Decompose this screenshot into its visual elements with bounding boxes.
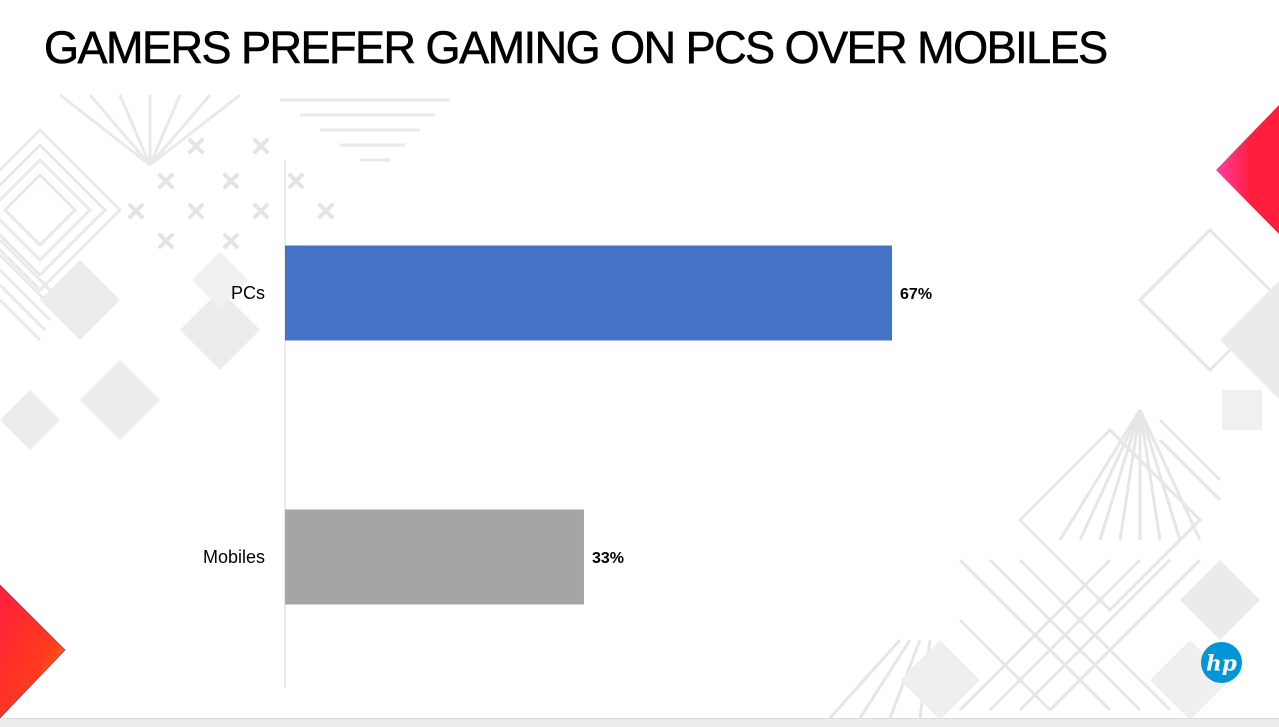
bar-pcs (285, 245, 893, 341)
bottom-bar (0, 718, 1279, 727)
pattern-x-marks (128, 138, 334, 249)
pattern-top-left (0, 93, 450, 342)
accent-triangle-bottom-left (0, 585, 65, 718)
category-label-mobiles: Mobiles (203, 547, 265, 567)
accent-triangle-top-right (1216, 105, 1279, 234)
pattern-right (828, 227, 1279, 720)
data-label-mobiles: 33% (592, 550, 624, 567)
data-label-pcs: 67% (900, 286, 932, 303)
hp-logo-text: hp (1206, 651, 1237, 676)
slide-title: GAMERS PREFER GAMING ON PCS OVER MOBILES (44, 22, 1109, 74)
hp-logo-icon: hp (1200, 641, 1243, 684)
bar-mobiles (285, 509, 584, 605)
category-label-pcs: PCs (231, 283, 265, 303)
bars-group: PCs 67% Mobiles 33% (203, 245, 932, 605)
